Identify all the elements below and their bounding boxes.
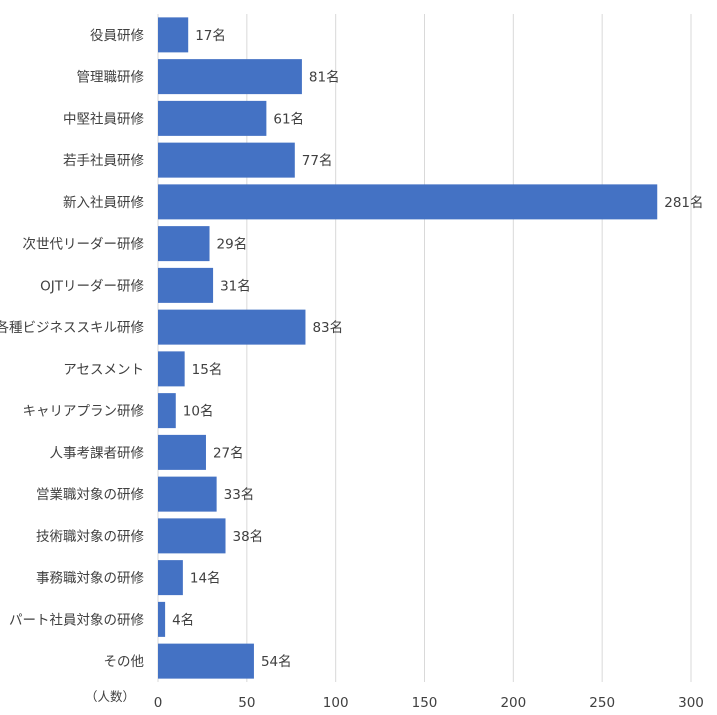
category-label: 次世代リーダー研修 [23,237,145,253]
category-label: その他 [104,654,145,670]
bar [158,226,210,262]
category-label: 事務職対象の研修 [36,571,144,587]
category-label: 新入社員研修 [63,195,144,211]
data-label: 31名 [220,278,251,294]
x-tick-label: 200 [500,695,526,711]
bar [158,560,183,596]
bar [158,17,189,53]
data-label: 10名 [183,404,214,420]
data-label: 54名 [261,654,292,670]
bar [158,434,206,470]
data-label: 27名 [213,445,244,461]
x-axis-ticks: 0 50 100 150 200 250 300 [154,695,704,711]
data-labels: 17名 81名 61名 77名 281名 29名 31名 83名 15名 10名 27名 33名 38名… [172,28,703,670]
bar [158,351,185,387]
bar [158,100,267,136]
data-label: 14名 [190,571,221,587]
bar [158,59,302,95]
data-label: 81名 [309,70,340,86]
category-label: 管理職研修 [77,70,145,86]
data-label: 33名 [224,487,255,503]
x-tick-label: 150 [412,695,438,711]
bar [158,476,217,512]
category-label: キャリアプラン研修 [23,404,145,420]
x-axis-unit-label: （人数） [85,689,135,704]
data-label: 281名 [664,195,703,211]
bar [158,393,176,429]
category-label: 中堅社員研修 [63,111,144,127]
bars [158,17,658,679]
bar [158,518,226,554]
data-label: 38名 [233,529,264,545]
bar [158,184,658,220]
data-label: 29名 [217,237,248,253]
data-label: 4名 [172,612,194,628]
x-tick-label: 300 [678,695,704,711]
category-label: アセスメント [63,362,144,378]
category-label: 人事考課者研修 [50,445,145,461]
bar [158,601,166,637]
x-tick-label: 0 [154,695,163,711]
category-label: 技術職対象の研修 [36,529,144,545]
data-label: 17名 [195,28,226,44]
data-label: 61名 [273,111,304,127]
category-label: 役員研修 [90,28,144,44]
category-label: 営業職対象の研修 [36,487,144,503]
bar [158,309,306,345]
bar [158,643,254,679]
category-label: 若手社員研修 [63,153,144,169]
bar [158,142,295,178]
data-label: 83名 [312,320,343,336]
bar [158,267,214,303]
category-label: OJTリーダー研修 [40,278,144,294]
category-label: パート社員対象の研修 [9,612,144,628]
category-label: 各種ビジネススキル研修 [0,320,144,336]
x-tick-label: 250 [589,695,615,711]
data-label: 15名 [192,362,223,378]
x-tick-label: 50 [238,695,255,711]
x-tick-label: 100 [323,695,349,711]
data-label: 77名 [302,153,333,169]
